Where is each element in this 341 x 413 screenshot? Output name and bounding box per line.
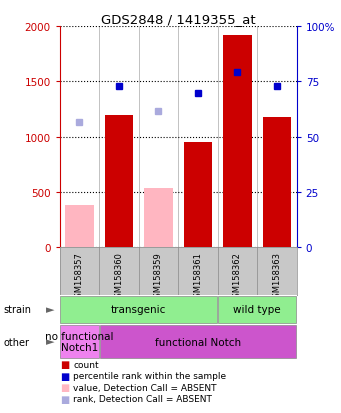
Text: strain: strain [3, 305, 31, 315]
Bar [100, 325, 296, 358]
Bar [223, 36, 252, 248]
Bar [60, 325, 99, 358]
Bar [144, 188, 173, 248]
Text: percentile rank within the sample: percentile rank within the sample [73, 371, 226, 380]
Text: GSM158357: GSM158357 [75, 252, 84, 302]
Text: ■: ■ [60, 371, 69, 381]
Text: no functional
Notch1: no functional Notch1 [45, 331, 114, 353]
Text: GSM158359: GSM158359 [154, 252, 163, 302]
Text: ►: ► [46, 305, 55, 315]
Text: other: other [3, 337, 29, 347]
Text: wild type: wild type [233, 305, 281, 315]
Text: transgenic: transgenic [111, 305, 166, 315]
Text: GSM158360: GSM158360 [115, 252, 123, 302]
Title: GDS2848 / 1419355_at: GDS2848 / 1419355_at [101, 13, 255, 26]
Bar [218, 297, 296, 323]
Text: ■: ■ [60, 359, 69, 369]
Bar [60, 297, 217, 323]
Bar [105, 115, 133, 248]
Text: GSM158362: GSM158362 [233, 252, 242, 302]
Text: ■: ■ [60, 394, 69, 404]
Text: GSM158361: GSM158361 [193, 252, 203, 302]
Text: functional Notch: functional Notch [155, 337, 241, 347]
Text: GSM158363: GSM158363 [272, 252, 281, 302]
Text: value, Detection Call = ABSENT: value, Detection Call = ABSENT [73, 383, 217, 392]
Text: ■: ■ [60, 382, 69, 392]
Bar [184, 143, 212, 248]
Text: ►: ► [46, 337, 55, 347]
Text: count: count [73, 360, 99, 369]
Bar [65, 206, 94, 248]
Text: rank, Detection Call = ABSENT: rank, Detection Call = ABSENT [73, 394, 212, 404]
Bar [263, 117, 291, 248]
